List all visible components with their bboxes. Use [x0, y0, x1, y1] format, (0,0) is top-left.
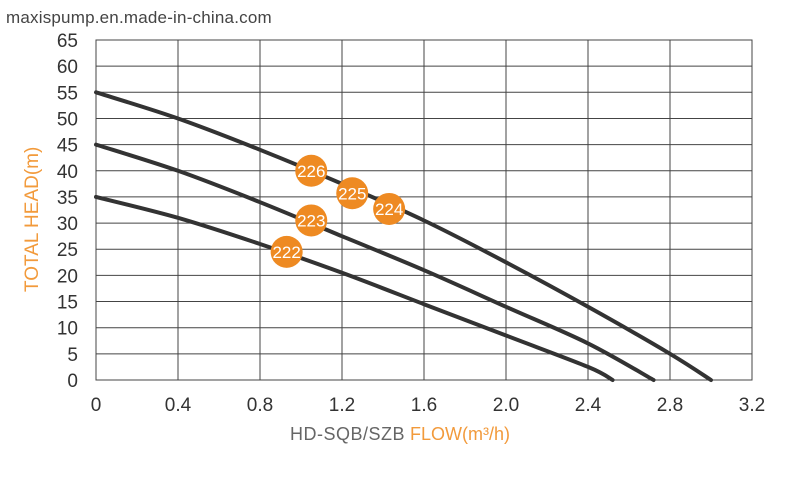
x-tick-label: 3.2 — [739, 395, 765, 416]
x-tick-label: 1.6 — [411, 395, 437, 416]
x-axis-title: HD-SQB/SZB FLOW(m³/h) — [0, 424, 800, 445]
x-tick-label: 0 — [91, 395, 102, 416]
x-tick-label: 2.8 — [657, 395, 683, 416]
model-marker-223 — [295, 204, 328, 237]
y-tick-label: 20 — [57, 266, 78, 287]
curve-223 — [94, 142, 656, 382]
y-tick-label: 65 — [57, 31, 78, 52]
y-tick-label: 30 — [57, 214, 78, 235]
y-tick-label: 55 — [57, 83, 78, 104]
x-tick-label: 0.4 — [165, 395, 192, 416]
y-tick-label: 5 — [67, 345, 78, 366]
y-tick-label: 60 — [57, 57, 78, 78]
model-marker-226 — [295, 154, 328, 187]
model-marker-225 — [336, 177, 369, 210]
x-tick-label: 1.2 — [329, 395, 355, 416]
model-marker-label: 225 — [338, 184, 366, 203]
model-marker-224 — [373, 192, 406, 225]
y-tick-label: 40 — [57, 162, 78, 183]
model-marker-label: 222 — [272, 243, 300, 262]
watermark: maxispump.en.made-in-china.com — [6, 8, 272, 27]
model-marker-label: 226 — [297, 162, 325, 181]
model-marker-label: 224 — [375, 200, 403, 219]
x-tick-label: 0.8 — [247, 395, 273, 416]
y-tick-label: 15 — [57, 293, 78, 314]
x-tick-label: 2.0 — [493, 395, 519, 416]
x-axis-flow-label: FLOW(m³/h) — [410, 424, 510, 444]
y-tick-label: 35 — [57, 188, 78, 209]
y-tick-label: 50 — [57, 109, 78, 130]
y-tick-label: 10 — [57, 319, 78, 340]
y-tick-label: 0 — [67, 371, 78, 392]
model-marker-label: 223 — [297, 211, 325, 230]
curve-222 — [94, 194, 615, 382]
y-tick-label: 25 — [57, 240, 78, 261]
x-axis-model-label: HD-SQB/SZB — [289, 424, 405, 444]
x-tick-label: 2.4 — [575, 395, 602, 416]
y-tick-label: 45 — [57, 136, 78, 157]
curve-224 — [94, 90, 713, 382]
model-marker-222 — [270, 235, 303, 268]
